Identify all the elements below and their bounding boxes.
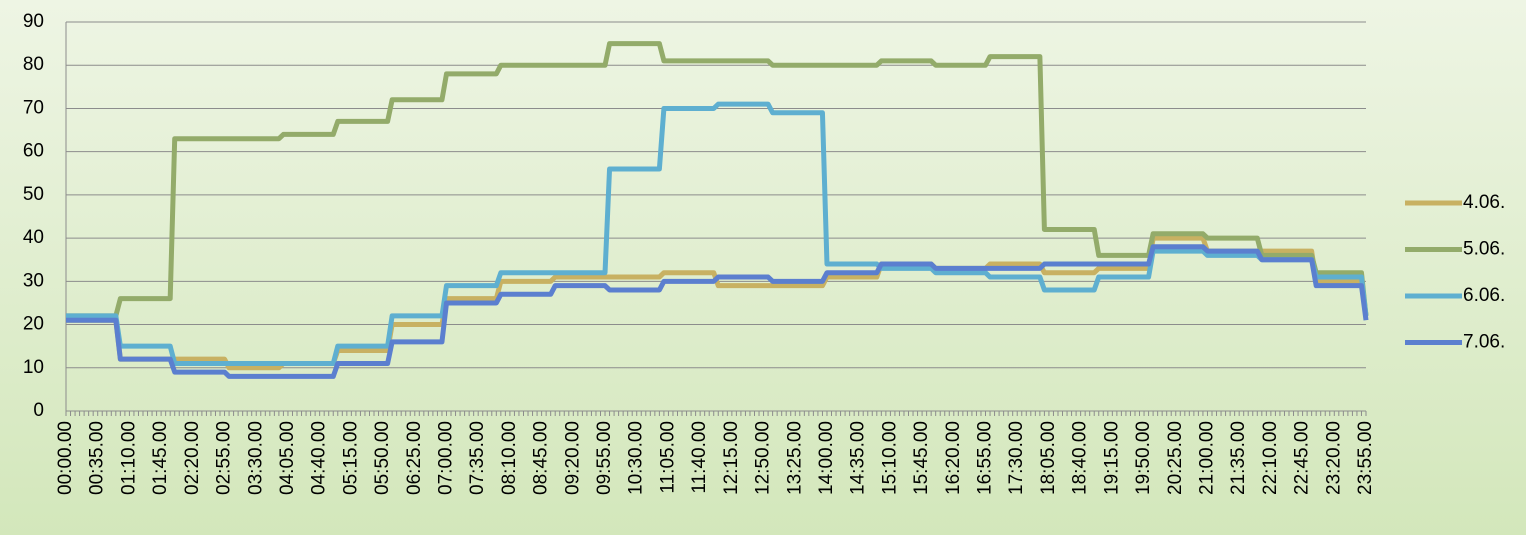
x-tick-label: 01:10.00 (118, 421, 139, 495)
y-tick-label: 40 (23, 227, 44, 248)
x-tick-label: 00:35.00 (87, 421, 108, 495)
x-tick-label: 23:20.00 (1323, 421, 1344, 495)
x-tick-label: 21:35.00 (1228, 421, 1249, 495)
y-tick-label: 60 (23, 141, 44, 162)
series-line (66, 235, 1369, 371)
x-tick-label: 04:40.00 (309, 421, 330, 495)
x-tick-label: 05:15.00 (340, 421, 361, 495)
y-tick-label: 10 (23, 357, 44, 378)
x-tick-label: 11:05.00 (657, 421, 678, 494)
x-tick-label: 02:55.00 (214, 421, 235, 495)
x-tick-label: 14:00.00 (816, 421, 837, 495)
y-tick-label: 30 (23, 270, 44, 291)
x-tick-label: 02:20.00 (182, 421, 203, 495)
x-tick-label: 05:50.00 (372, 421, 393, 495)
x-tick-label: 09:55.00 (594, 421, 615, 495)
x-tick-label: 01:45.00 (150, 421, 171, 495)
x-tick-label: 20:25.00 (1165, 421, 1186, 495)
legend-label: 6.06. (1463, 285, 1505, 306)
x-tick-label: 16:55.00 (975, 421, 996, 495)
x-tick-label: 08:45.00 (531, 421, 552, 495)
x-tick-label: 07:00.00 (436, 421, 457, 495)
x-tick-label: 22:45.00 (1292, 421, 1313, 495)
x-tick-label: 15:45.00 (911, 421, 932, 495)
x-tick-label: 03:30.00 (245, 421, 266, 495)
x-tick-label: 18:05.00 (1038, 421, 1059, 495)
series-line (66, 101, 1369, 366)
x-tick-label: 22:10.00 (1260, 421, 1281, 495)
y-tick-label: 20 (23, 314, 44, 335)
x-tick-label: 06:25.00 (404, 421, 425, 495)
x-tick-label: 17:30.00 (1006, 421, 1027, 495)
series-line (66, 244, 1369, 379)
y-tick-label: 80 (23, 54, 44, 75)
y-tick-label: 90 (23, 11, 44, 32)
legend-label: 5.06. (1463, 239, 1505, 260)
x-tick-label: 19:15.00 (1101, 421, 1122, 495)
x-tick-label: 16:20.00 (943, 421, 964, 495)
x-tick-label: 00:00.00 (55, 421, 76, 495)
x-tick-label: 10:30.00 (626, 421, 647, 495)
legend-label: 4.06. (1463, 192, 1505, 213)
x-tick-label: 12:15.00 (721, 421, 742, 495)
x-tick-label: 21:00.00 (1196, 421, 1217, 495)
x-tick-label: 18:40.00 (1070, 421, 1091, 495)
x-tick-label: 12:50.00 (753, 421, 774, 495)
x-tick-label: 08:10.00 (499, 421, 520, 495)
x-tick-label: 15:10.00 (879, 421, 900, 495)
x-tick-label: 23:55.00 (1355, 421, 1376, 495)
x-tick-label: 04:05.00 (277, 421, 298, 495)
x-tick-label: 11:40.00 (689, 421, 710, 494)
x-tick-label: 09:20.00 (562, 421, 583, 495)
x-tick-label: 13:25.00 (784, 421, 805, 495)
legend-label: 7.06. (1463, 332, 1505, 353)
x-tick-label: 14:35.00 (848, 421, 869, 495)
y-tick-label: 50 (23, 184, 44, 205)
x-tick-label: 19:50.00 (1133, 421, 1154, 495)
y-tick-label: 70 (23, 97, 44, 118)
x-tick-label: 07:35.00 (467, 421, 488, 495)
y-tick-label: 0 (33, 400, 44, 421)
